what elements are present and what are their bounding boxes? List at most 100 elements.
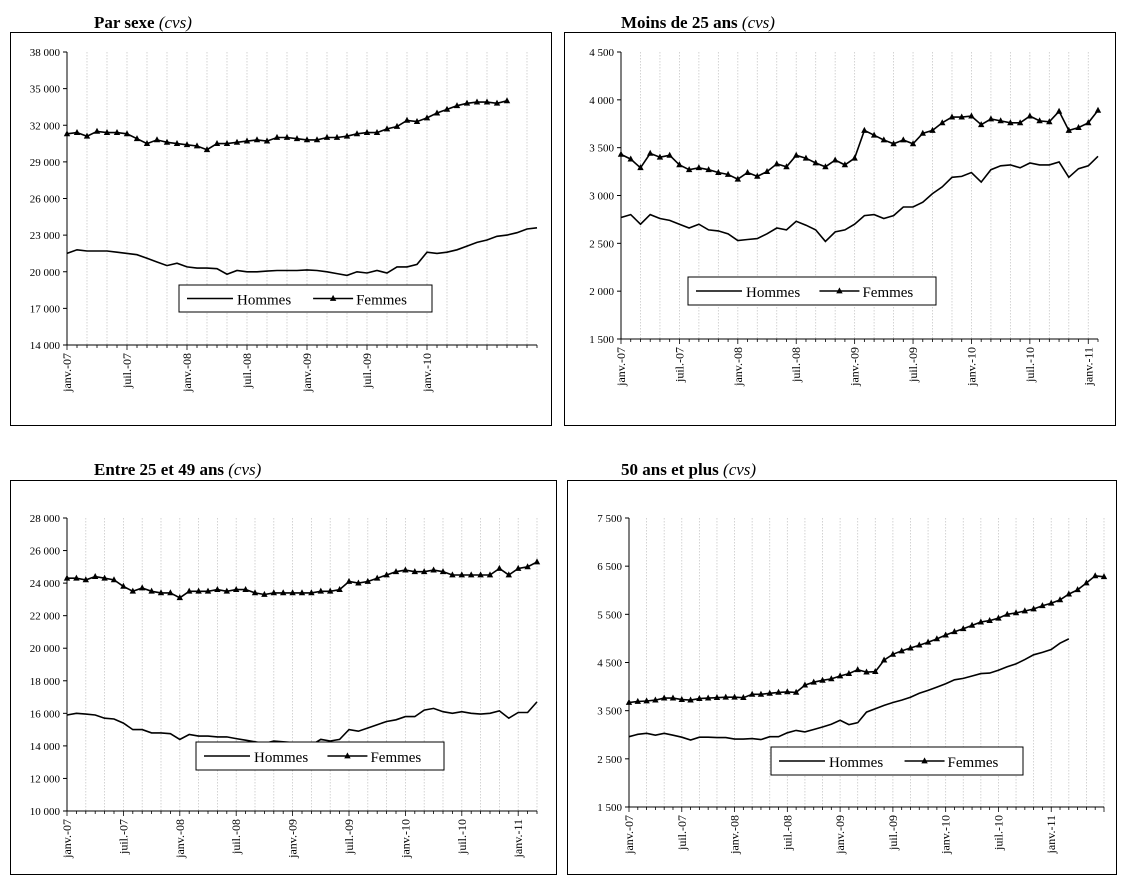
data-point	[383, 125, 391, 132]
data-point	[880, 136, 888, 143]
data-point	[129, 587, 136, 594]
data-point	[473, 98, 481, 105]
x-tick-label: juil.-09	[886, 815, 900, 851]
data-point	[270, 589, 277, 596]
data-point	[253, 136, 261, 143]
y-tick-label: 24 000	[30, 578, 61, 590]
data-point	[430, 566, 437, 573]
y-tick-label: 12 000	[30, 773, 61, 785]
x-tick-label: juil.-09	[906, 347, 920, 383]
series-line-femmes	[620, 109, 1099, 181]
data-point	[92, 573, 99, 579]
y-tick-label: 17 000	[30, 303, 61, 315]
y-tick-label: 26 000	[30, 194, 61, 206]
data-point	[822, 163, 829, 170]
data-point	[1074, 586, 1081, 593]
x-tick-label: juil.-09	[342, 819, 356, 855]
chart-title-par-sexe: Par sexe (cvs)	[94, 13, 192, 33]
x-tick-label: juil.-07	[672, 347, 686, 383]
data-point	[801, 681, 809, 688]
data-point	[411, 568, 418, 575]
x-tick-label: juil.-07	[675, 815, 689, 851]
data-point	[986, 616, 993, 623]
x-tick-label: janv.-10	[939, 815, 953, 855]
data-point	[1030, 605, 1037, 612]
x-tick-label: juil.-07	[120, 353, 134, 389]
data-point	[900, 136, 907, 143]
data-point	[176, 594, 183, 601]
data-point	[483, 98, 491, 105]
x-tick-label: juil.-09	[360, 353, 374, 389]
data-point	[845, 669, 853, 676]
data-point	[695, 164, 703, 171]
data-point	[617, 150, 625, 157]
y-tick-label: 4 000	[589, 95, 614, 107]
data-point	[715, 168, 722, 175]
data-point	[373, 128, 381, 135]
x-tick-label: janv.-10	[398, 819, 412, 859]
y-tick-label: 1 500	[597, 802, 622, 814]
data-point	[997, 117, 1004, 124]
series-line-hommes	[66, 227, 538, 277]
data-point	[120, 582, 127, 589]
data-point	[1026, 112, 1034, 119]
data-point	[343, 132, 351, 139]
data-point	[958, 113, 965, 120]
data-point	[919, 129, 926, 136]
y-tick-label: 26 000	[30, 546, 61, 558]
data-point	[647, 149, 654, 156]
data-point	[157, 589, 165, 596]
chart-moins-25: 1 500 2 000 2 500 3 000 3 500 4 000 4 500 janv.…	[589, 47, 1102, 387]
data-point	[1085, 119, 1092, 126]
x-tick-label: juil.-08	[229, 819, 243, 855]
data-point	[293, 135, 301, 142]
x-tick-label: janv.-11	[1081, 347, 1095, 386]
data-point	[939, 119, 946, 126]
data-point	[303, 136, 311, 143]
chart-subtitle: (cvs)	[158, 13, 192, 32]
data-point	[987, 115, 995, 122]
data-point	[283, 133, 291, 140]
x-tick-label: juil.-07	[116, 819, 130, 855]
legend-marker-femmes	[921, 757, 928, 764]
data-point	[214, 586, 221, 593]
x-tick-label: janv.-10	[420, 353, 434, 393]
data-point	[916, 641, 923, 648]
legend-marker-femmes	[836, 287, 843, 294]
legend-label-femmes: Femmes	[356, 293, 407, 309]
chart-frame-par-sexe	[10, 32, 552, 426]
data-point	[773, 160, 780, 167]
data-point	[724, 170, 732, 177]
data-point	[731, 693, 738, 700]
data-point	[203, 146, 211, 153]
y-tick-label: 3 000	[589, 191, 614, 203]
data-point	[734, 175, 742, 182]
data-point	[505, 571, 512, 578]
data-point	[183, 141, 191, 148]
data-point	[669, 694, 677, 701]
data-point	[812, 159, 819, 166]
data-point	[261, 590, 268, 597]
y-tick-label: 14 000	[30, 741, 61, 753]
data-point	[243, 137, 251, 144]
data-point	[831, 156, 839, 163]
data-point	[413, 117, 421, 124]
x-tick-label: juil.-08	[240, 353, 254, 389]
data-point	[948, 113, 956, 120]
data-point	[819, 676, 826, 683]
data-point	[233, 138, 241, 145]
y-tick-label: 4 500	[589, 47, 614, 59]
y-tick-label: 32 000	[30, 120, 61, 132]
data-point	[323, 133, 331, 140]
data-point	[433, 109, 441, 116]
data-point	[263, 137, 271, 144]
data-point	[793, 151, 800, 158]
data-point	[103, 128, 111, 135]
data-point	[1075, 123, 1082, 130]
chart-title-text: Entre 25 et 49 ans	[94, 460, 225, 479]
data-point	[453, 102, 461, 109]
data-point	[705, 166, 712, 173]
chart-subtitle: (cvs)	[741, 13, 775, 32]
y-tick-label: 6 500	[597, 561, 622, 573]
y-tick-label: 1 500	[589, 334, 614, 346]
